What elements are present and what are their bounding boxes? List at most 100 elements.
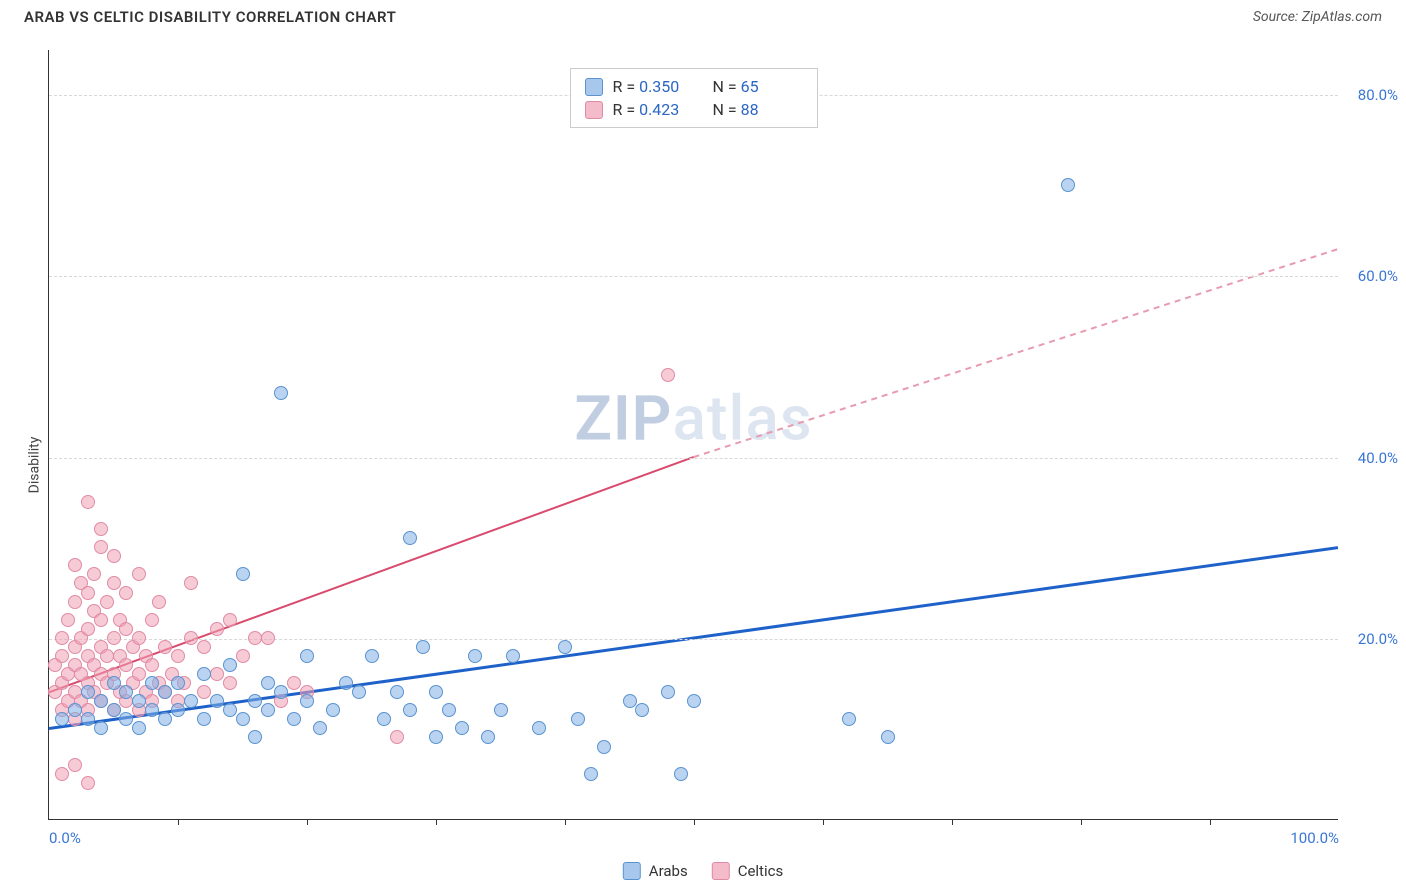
data-point <box>107 676 121 690</box>
data-point <box>171 676 185 690</box>
x-tick <box>565 819 566 825</box>
data-point <box>61 613 75 627</box>
data-point <box>261 631 275 645</box>
data-point <box>223 703 237 717</box>
data-point <box>132 631 146 645</box>
data-point <box>152 595 166 609</box>
x-tick <box>1210 819 1211 825</box>
x-tick-label: 100.0% <box>1290 829 1339 847</box>
data-point <box>184 631 198 645</box>
data-point <box>365 649 379 663</box>
data-point <box>223 613 237 627</box>
data-point <box>68 703 82 717</box>
gridline <box>49 276 1338 277</box>
data-point <box>171 703 185 717</box>
legend-row-blue: R = 0.350 N = 65 <box>585 75 803 98</box>
data-point <box>184 576 198 590</box>
data-point <box>661 368 675 382</box>
data-point <box>558 640 572 654</box>
data-point <box>171 649 185 663</box>
data-point <box>81 622 95 636</box>
data-point <box>158 685 172 699</box>
data-point <box>597 740 611 754</box>
legend-item-arabs: Arabs <box>623 862 688 880</box>
data-point <box>416 640 430 654</box>
data-point <box>274 386 288 400</box>
data-point <box>132 721 146 735</box>
data-point <box>55 712 69 726</box>
data-point <box>197 667 211 681</box>
data-point <box>623 694 637 708</box>
y-tick-label: 40.0% <box>1358 449 1398 467</box>
data-point <box>442 703 456 717</box>
data-point <box>287 676 301 690</box>
chart-container: Disability ZIPatlas R = 0.350 N = 65 R =… <box>0 38 1406 892</box>
data-point <box>81 685 95 699</box>
data-point <box>584 767 598 781</box>
data-point <box>94 721 108 735</box>
data-point <box>119 712 133 726</box>
data-point <box>326 703 340 717</box>
x-tick <box>952 819 953 825</box>
data-point <box>287 712 301 726</box>
data-point <box>236 649 250 663</box>
source-attribution: Source: ZipAtlas.com <box>1253 9 1382 25</box>
data-point <box>107 631 121 645</box>
data-point <box>687 694 701 708</box>
data-point <box>81 586 95 600</box>
data-point <box>223 676 237 690</box>
watermark-zip: ZIP <box>574 383 672 456</box>
data-point <box>68 558 82 572</box>
data-point <box>429 730 443 744</box>
data-point <box>55 767 69 781</box>
legend-series: Arabs Celtics <box>623 862 783 880</box>
data-point <box>100 649 114 663</box>
data-point <box>158 712 172 726</box>
data-point <box>55 631 69 645</box>
n-label: N = <box>713 77 737 96</box>
data-point <box>352 685 366 699</box>
data-point <box>210 622 224 636</box>
x-tick-label: 0.0% <box>49 829 81 847</box>
r-label: R = <box>613 77 636 96</box>
data-point <box>184 694 198 708</box>
data-point <box>132 667 146 681</box>
x-tick <box>1081 819 1082 825</box>
y-axis-label: Disability <box>26 437 42 494</box>
n-label: N = <box>713 100 737 119</box>
data-point <box>248 730 262 744</box>
data-point <box>132 567 146 581</box>
data-point <box>274 685 288 699</box>
gridline <box>49 458 1338 459</box>
y-tick-label: 60.0% <box>1358 267 1398 285</box>
data-point <box>390 730 404 744</box>
chart-title: ARAB VS CELTIC DISABILITY CORRELATION CH… <box>24 8 396 26</box>
swatch-blue-icon <box>623 862 641 880</box>
data-point <box>236 712 250 726</box>
x-tick <box>694 819 695 825</box>
x-tick <box>823 819 824 825</box>
data-point <box>197 685 211 699</box>
data-point <box>145 613 159 627</box>
data-point <box>248 631 262 645</box>
data-point <box>119 658 133 672</box>
data-point <box>842 712 856 726</box>
data-point <box>481 730 495 744</box>
data-point <box>674 767 688 781</box>
data-point <box>881 730 895 744</box>
data-point <box>403 531 417 545</box>
data-point <box>145 658 159 672</box>
y-tick-label: 80.0% <box>1358 86 1398 104</box>
r-label: R = <box>613 100 636 119</box>
data-point <box>468 649 482 663</box>
data-point <box>635 703 649 717</box>
data-point <box>455 721 469 735</box>
data-point <box>107 703 121 717</box>
data-point <box>532 721 546 735</box>
gridline <box>49 639 1338 640</box>
data-point <box>94 540 108 554</box>
data-point <box>300 649 314 663</box>
data-point <box>94 522 108 536</box>
data-point <box>132 694 146 708</box>
data-point <box>403 703 417 717</box>
